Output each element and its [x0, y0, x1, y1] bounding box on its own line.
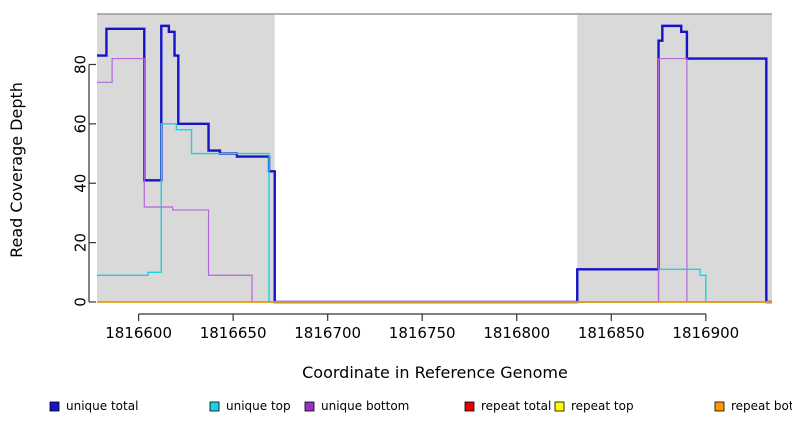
legend-item-unique-top[interactable]: unique top: [209, 399, 291, 413]
shaded-regions: [97, 14, 772, 302]
legend-label: unique top: [226, 399, 291, 413]
legend-item-repeat-total[interactable]: repeat total: [464, 399, 551, 413]
legend-swatch-icon: [49, 401, 60, 412]
legend-label: repeat top: [571, 399, 634, 413]
legend-item-repeat-bottom[interactable]: repeat bottom: [714, 399, 792, 413]
legend-item-unique-bottom[interactable]: unique bottom: [304, 399, 409, 413]
shaded-region-0: [97, 14, 275, 302]
x-tick-label-1816850: 1816850: [578, 324, 645, 342]
shaded-region-1: [577, 14, 772, 302]
x-tick-label-1816800: 1816800: [483, 324, 550, 342]
legend-item-repeat-top[interactable]: repeat top: [554, 399, 634, 413]
y-axis: 0 20 40 60 80: [72, 55, 96, 307]
y-tick-label-20: 20: [72, 233, 90, 252]
legend-swatch-icon: [714, 401, 725, 412]
y-tick-label-40: 40: [72, 174, 90, 193]
legend-label: repeat bottom: [731, 399, 792, 413]
legend-swatch-icon: [464, 401, 475, 412]
series-layer: [97, 24, 772, 304]
legend: unique total unique top unique bottom repea…: [49, 399, 792, 413]
legend-swatch-icon: [209, 401, 220, 412]
y-tick-label-60: 60: [72, 114, 90, 133]
x-axis: 1816600 1816650 1816700 1816750 1816800 18168…: [105, 313, 739, 342]
legend-label: unique total: [66, 399, 138, 413]
x-tick-label-1816650: 1816650: [200, 324, 267, 342]
x-tick-label-1816900: 1816900: [672, 324, 739, 342]
legend-label: repeat total: [481, 399, 551, 413]
y-tick-label-80: 80: [72, 55, 90, 74]
legend-item-unique-total[interactable]: unique total: [49, 399, 138, 413]
x-axis-title: Coordinate in Reference Genome: [302, 363, 568, 382]
series-unique-total: [97, 24, 772, 304]
y-tick-label-0: 0: [72, 297, 90, 307]
series-unique-bottom: [97, 57, 772, 303]
x-tick-label-1816600: 1816600: [105, 324, 172, 342]
legend-label: unique bottom: [321, 399, 409, 413]
x-tick-label-1816750: 1816750: [389, 324, 456, 342]
x-tick-label-1816700: 1816700: [294, 324, 361, 342]
series-unique-top: [97, 123, 772, 303]
legend-swatch-icon: [304, 401, 315, 412]
legend-swatch-icon: [554, 401, 565, 412]
y-axis-title: Read Coverage Depth: [7, 82, 26, 258]
